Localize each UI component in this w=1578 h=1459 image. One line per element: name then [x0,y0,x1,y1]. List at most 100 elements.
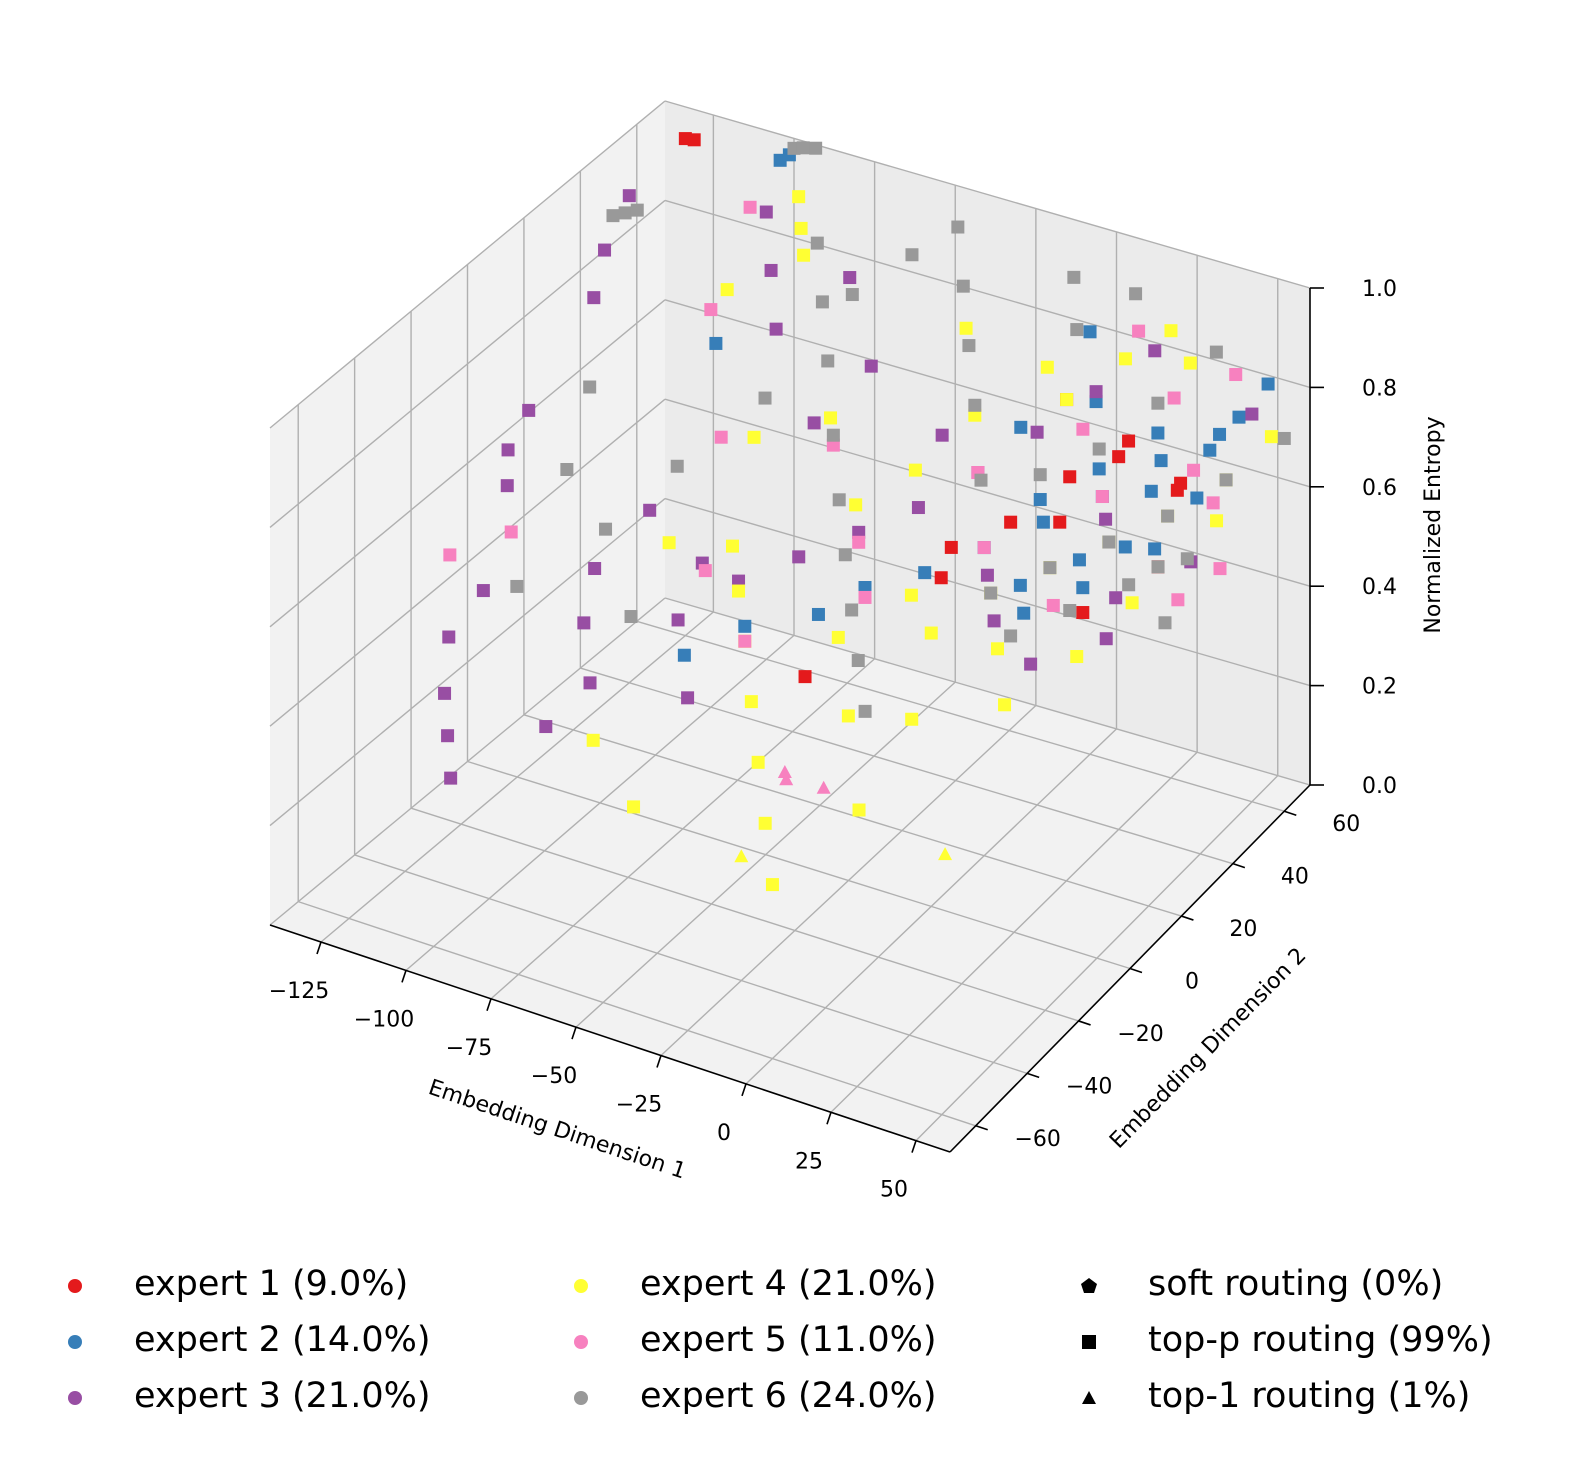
point-expert-6 [560,463,574,476]
point-expert-4 [924,626,938,640]
point-expert-5 [1187,463,1201,477]
point-expert-4 [797,248,811,262]
point-expert-6 [1092,442,1106,456]
point-expert-2 [1118,540,1132,554]
axis-panes [270,101,1310,1152]
point-expert-6 [845,603,859,617]
point-expert-4 [841,709,855,723]
point-expert-5 [698,564,712,578]
point-expert-3 [1109,591,1123,605]
legend-item-top-p-routing: top-p routing (99%) [1076,1314,1556,1370]
y-tick-mark [1129,967,1143,974]
point-expert-6 [1209,345,1223,359]
point-expert-4 [824,411,838,425]
grid-floor-y [410,807,1079,1022]
point-expert-4 [627,800,641,814]
point-expert-4 [765,878,779,892]
point-expert-2 [1213,427,1227,441]
point-expert-3 [577,616,591,630]
point-expert-4 [849,498,863,512]
point-expert-6 [984,586,998,600]
point-expert-2 [1033,493,1047,507]
x-tick-label: 25 [795,1149,823,1174]
z-tick-label: 1.0 [1362,277,1397,302]
x-tick-label: −50 [531,1064,577,1089]
point-expert-3 [759,205,773,219]
x-tick-mark [571,1026,577,1040]
point-expert-3 [764,263,778,277]
legend-marker-expert-4 [574,1279,588,1293]
grid-back-z [664,100,1311,289]
point-expert-5 [743,200,757,214]
point-expert-3 [864,359,878,373]
y-tick-mark [1078,1020,1091,1026]
point-expert-5 [504,525,518,539]
data-points [438,132,1291,892]
point-expert-3 [500,479,514,493]
point-expert-6 [1043,561,1057,575]
point-expert-3 [442,630,456,644]
y-tick-label: 60 [1332,812,1360,837]
grid-left-z [269,597,666,926]
legend-label-top-p-routing: top-p routing (99%) [1148,1320,1493,1360]
grid-back-z [664,199,1311,389]
point-expert-4 [792,190,806,204]
point-expert-1 [934,571,948,585]
y-axis-label: Embedding Dimension 2 [1105,943,1311,1153]
point-expert-1 [798,670,812,684]
point-expert-4 [908,463,922,477]
point-expert-3 [501,443,515,457]
point-expert-6 [606,209,620,223]
z-tick-label: 0.0 [1362,774,1397,799]
point-expert-6 [670,459,684,473]
point-expert-2 [1083,325,1097,339]
point-expert-6 [845,288,859,302]
point-expert-6 [618,206,632,220]
triangle-marker-icon [1082,1391,1096,1404]
point-expert-6 [583,380,597,394]
point-expert-2 [1089,395,1103,409]
y-tick-label: 20 [1229,917,1257,942]
point-expert-5 [704,303,718,317]
point-expert-6 [974,473,988,487]
point-expert-5 [1206,496,1220,510]
grid-lines [269,100,1311,1142]
point-expert-6 [815,295,829,309]
point-expert-6 [1070,323,1084,337]
point-expert-6 [1067,270,1081,284]
point-expert-2 [1072,553,1086,567]
point-expert-6 [624,610,638,624]
y-tick-mark [1026,1072,1040,1079]
point-expert-3 [769,322,783,336]
point-expert-3 [1099,632,1113,646]
legend: expert 1 (9.0%) expert 2 (14.0%) expert … [0,1250,1578,1450]
z-tick-label: 0.6 [1362,476,1397,501]
point-expert-3 [588,562,602,576]
point-expert-2 [1036,515,1050,529]
point-expert-3 [852,525,866,539]
point-expert-4 [1264,430,1278,444]
point-expert-6 [1151,396,1165,410]
grid-left-z [269,100,666,429]
point-expert-4 [1040,360,1054,374]
point-expert-5 [1076,422,1090,436]
point-expert-5 [1229,368,1243,382]
point-expert-4 [1210,514,1224,528]
point-expert-6 [630,203,644,217]
legend-marker-expert-2 [68,1335,82,1349]
point-expert-5 [1213,562,1227,576]
point-top1-routing [779,772,794,786]
y-tick-mark [1232,862,1246,869]
point-expert-2 [709,336,723,350]
point-expert-4 [1125,596,1139,610]
grid-back-z [664,597,1311,786]
point-expert-6 [851,654,865,668]
point-expert-4 [968,408,982,422]
point-expert-6 [758,391,772,405]
y-tick-mark [975,1125,988,1131]
point-expert-3 [807,416,821,430]
point-top1-routing [816,780,831,794]
point-expert-5 [852,535,866,549]
legend-item-expert-1: expert 1 (9.0%) [62,1258,542,1314]
point-top1-routing [938,847,953,861]
